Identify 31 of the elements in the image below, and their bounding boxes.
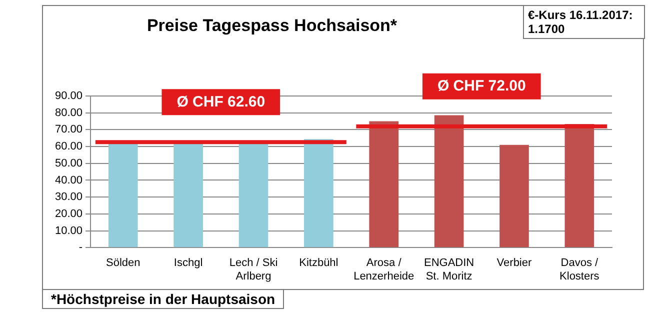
x-tick-label: Kitzbühl [299, 257, 338, 270]
bar [369, 121, 399, 248]
y-tick-label: 20.00 [54, 208, 83, 220]
y-tick-label: 10.00 [54, 224, 83, 237]
x-tick-label: Davos / Klosters [560, 257, 600, 282]
x-tick-label: Sölden [106, 257, 140, 270]
y-tick-label: - [78, 242, 83, 254]
bar [238, 143, 268, 248]
bar [500, 144, 529, 248]
bar [108, 143, 138, 248]
y-tick-label: 50.00 [54, 157, 83, 170]
y-tick-label: 70.00 [54, 124, 83, 136]
bar [304, 139, 334, 248]
bar [564, 124, 594, 248]
chart-title: Preise Tagespass Hochsaison* [146, 16, 398, 36]
y-tick-label: 80.00 [54, 106, 83, 119]
y-tick-label: 30.00 [54, 191, 83, 204]
y-tick-label: 40.00 [54, 174, 83, 186]
y-tick-label: 60.00 [54, 140, 83, 153]
bar [434, 115, 464, 248]
y-tick-label: 90.00 [54, 90, 83, 102]
x-tick-label: ENGADIN St. Moritz [424, 257, 474, 282]
bar [174, 143, 203, 248]
ref-line-label: Ø CHF 62.60 [176, 93, 266, 110]
x-tick-label: Ischgl [174, 257, 203, 270]
ref-line-label: Ø CHF 72.00 [437, 77, 526, 94]
x-tick-label: Verbier [496, 257, 532, 270]
x-tick-label: Arosa / Lenzerheide [354, 257, 414, 282]
text: *Höchstpreise in der Hauptsaison [42, 289, 284, 309]
text: €-Kurs 16.11.2017: 1.1700 [523, 5, 645, 39]
x-tick-label: Lech / Ski Arlberg [229, 257, 278, 282]
